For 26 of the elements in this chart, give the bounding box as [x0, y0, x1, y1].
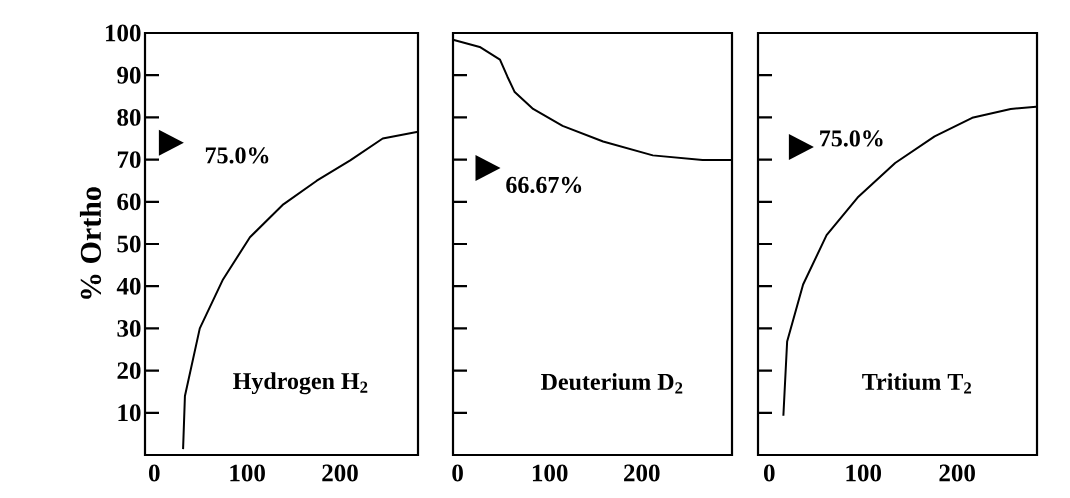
y-tick-label: 30	[117, 319, 141, 337]
y-tick-label: 90	[117, 66, 141, 84]
x-tick-label: 100	[532, 464, 568, 482]
x-tick-label: 0	[148, 464, 160, 482]
text: Tritium T$_{2}$	[862, 373, 972, 394]
y-tick-label: 40	[116, 277, 141, 295]
x-tick-label: 200	[624, 464, 660, 482]
x-tick-label: 100	[846, 464, 882, 482]
y-tick-label: 60	[117, 193, 141, 211]
text: Hydrogen H$_{2}$	[233, 372, 368, 395]
x-tick-label: 0	[452, 464, 463, 482]
annotation: 75.0%	[820, 130, 883, 147]
y-tick-label: 20	[117, 362, 141, 380]
y-tick-label: 100	[105, 24, 141, 42]
y-tick-label: 70	[117, 151, 141, 169]
y-axis-title: % Ortho	[79, 187, 102, 299]
annotation: 75.0%	[205, 147, 269, 164]
y-tick-label: 80	[117, 108, 141, 126]
x-tick-label: 100	[230, 464, 265, 482]
x-tick-label: 200	[939, 464, 975, 482]
y-tick-label: 10	[118, 404, 141, 422]
text: Deuterium D$_{2}$	[541, 373, 683, 394]
y-tick-label: 50	[117, 235, 141, 253]
x-tick-label: 200	[322, 464, 358, 482]
annotation: 66.67%	[506, 176, 582, 194]
x-tick-label: 0	[763, 464, 775, 482]
